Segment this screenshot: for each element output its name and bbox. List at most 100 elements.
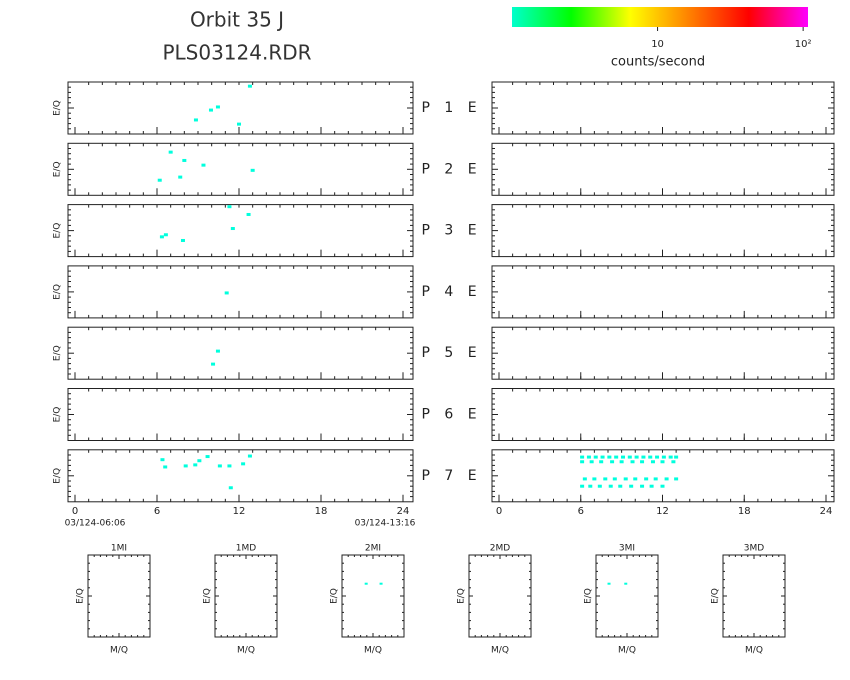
panel-frame	[491, 81, 835, 135]
panel-label: P 2 E	[421, 161, 476, 177]
data-point	[592, 477, 597, 481]
small-panel-frame	[722, 554, 786, 638]
data-point	[379, 582, 383, 585]
panel-frame	[491, 326, 835, 380]
data-point	[619, 460, 624, 464]
small-panel-frame	[595, 554, 659, 638]
x-tick-label: 6	[154, 506, 160, 517]
panel-label: P 3 E	[421, 223, 476, 239]
small-panel-title: 3MI	[619, 544, 635, 554]
data-point	[208, 108, 213, 112]
data-point	[580, 455, 585, 459]
data-point	[582, 477, 587, 481]
panel-label: P 4 E	[421, 284, 476, 300]
data-point	[648, 455, 653, 459]
data-point	[193, 118, 198, 122]
data-point	[614, 455, 619, 459]
data-point	[163, 233, 168, 237]
panel-frame	[67, 388, 414, 441]
small-panel-frame	[87, 554, 151, 638]
data-point	[599, 460, 604, 464]
data-point	[201, 163, 206, 167]
data-point	[163, 465, 168, 469]
data-point	[627, 455, 632, 459]
x-tick-label: 12	[656, 506, 669, 517]
panel-frame	[67, 81, 414, 135]
data-point	[224, 291, 229, 295]
title-line: Orbit 35 J	[190, 8, 284, 32]
small-y-label: E/Q	[203, 588, 213, 604]
data-point	[633, 477, 638, 481]
small-panel-frame	[214, 554, 278, 638]
data-point	[600, 455, 605, 459]
y-axis-label: E/Q	[53, 407, 63, 423]
data-point	[168, 150, 173, 154]
panel-frame	[491, 388, 835, 441]
data-point	[215, 349, 220, 353]
y-axis-label: E/Q	[53, 345, 63, 361]
data-point	[623, 477, 628, 481]
small-panel-title: 2MI	[365, 544, 381, 554]
data-point	[593, 455, 598, 459]
panel-label: P 6 E	[421, 407, 476, 423]
data-point	[612, 477, 617, 481]
data-point	[629, 484, 634, 488]
panel-frame	[67, 142, 414, 196]
small-x-label: M/Q	[364, 646, 382, 656]
data-point	[620, 455, 625, 459]
data-point	[655, 455, 660, 459]
small-x-label: M/Q	[618, 646, 636, 656]
data-point	[661, 455, 666, 459]
data-point	[211, 362, 216, 366]
colorbar-tick-label: 10	[651, 39, 664, 50]
panel-frame	[67, 449, 414, 503]
data-point	[178, 175, 183, 179]
data-point	[649, 484, 654, 488]
data-point	[157, 178, 162, 182]
data-point	[610, 460, 615, 464]
data-point	[159, 235, 164, 239]
y-axis-label: E/Q	[53, 223, 63, 239]
data-point	[228, 486, 233, 490]
small-x-label: M/Q	[110, 646, 128, 656]
colorbar-tick-label: 10²	[795, 39, 812, 50]
data-point	[197, 459, 202, 463]
data-point	[182, 158, 187, 162]
data-point	[246, 212, 251, 216]
panel-frame	[491, 204, 835, 258]
data-point	[608, 484, 613, 488]
data-point	[607, 582, 611, 585]
small-panel-title: 2MD	[490, 544, 510, 554]
data-point	[603, 477, 608, 481]
x-tick-label: 0	[72, 506, 78, 517]
start-time-label: 03/124-06:06	[65, 518, 126, 528]
small-panel-frame	[468, 554, 532, 638]
y-axis-label: E/Q	[53, 100, 63, 116]
data-point	[215, 105, 220, 109]
data-point	[364, 582, 368, 585]
data-point	[250, 168, 255, 172]
small-y-label: E/Q	[584, 588, 594, 604]
data-point	[650, 460, 655, 464]
data-point	[597, 484, 602, 488]
data-point	[580, 484, 585, 488]
small-panel-title: 1MI	[111, 544, 127, 554]
small-panel-frame	[341, 554, 405, 638]
data-point	[607, 455, 612, 459]
data-point	[653, 477, 658, 481]
y-axis-label: E/Q	[53, 161, 63, 177]
x-tick-label: 6	[578, 506, 584, 517]
data-point	[634, 455, 639, 459]
data-point	[640, 484, 645, 488]
small-panel-title: 3MD	[744, 544, 764, 554]
panel-label: P 1 E	[421, 100, 476, 116]
data-point	[580, 460, 585, 464]
small-y-label: E/Q	[457, 588, 467, 604]
y-axis-label: E/Q	[53, 468, 63, 484]
data-point	[674, 455, 679, 459]
panel-frame	[67, 204, 414, 258]
colorbar-label: counts/second	[611, 55, 705, 70]
panel-frame	[67, 265, 414, 319]
data-point	[193, 463, 198, 467]
